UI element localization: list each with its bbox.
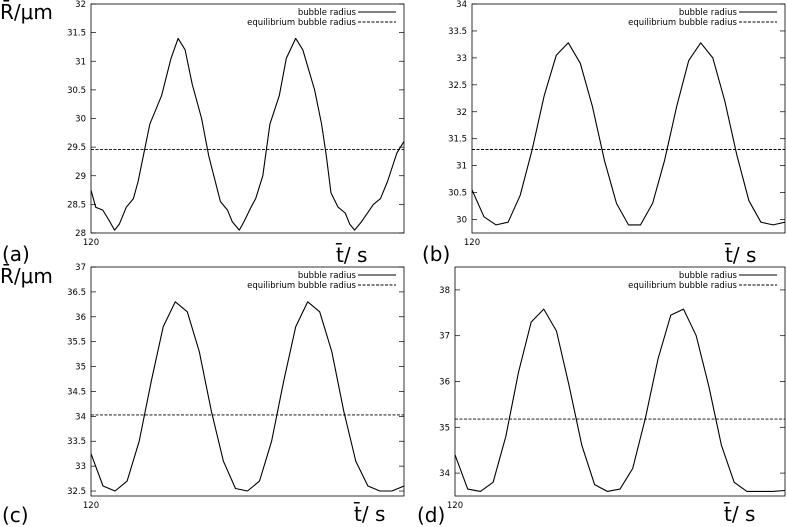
panel-label: (c) (2, 503, 29, 527)
x-axis-label: t̄/ s (724, 501, 756, 526)
panel-label: (d) (417, 503, 445, 527)
bubble-radius-line (472, 42, 785, 226)
y-tick-label: 30 (75, 115, 86, 125)
x-tick-label: 120 (83, 501, 99, 511)
y-tick-label: 30.5 (448, 189, 467, 199)
y-tick-label: 30.5 (67, 86, 86, 96)
plot-frame (90, 266, 405, 497)
chart-panel-4: 34 35 36 37 38 120(d) t̄/ s bubble radiusequili… (417, 266, 786, 527)
legend-label: equilibrium bubble radius (628, 281, 737, 291)
y-tick-label: 31.5 (448, 135, 467, 145)
y-tick-label: 35 (75, 363, 86, 373)
panel-label: (b) (422, 242, 450, 266)
legend-label: equilibrium bubble radius (247, 281, 356, 291)
legend-label: equilibrium bubble radius (247, 18, 356, 28)
y-tick-label: 36 (439, 378, 450, 388)
y-tick-label: 31.5 (67, 29, 86, 39)
y-tick-label: 32.5 (448, 81, 467, 91)
chart-panel-3: 32.5 33 33.5 34 34.5 35 35.5 36 36.5 37 120 (c) t̄/ … (0, 263, 405, 527)
y-tick-label: 33 (75, 462, 86, 472)
chart-panel-1: 28 28.5 29 29.5 30 30.5 31 31.5 32 120 (a) t̄/ s R̄/… (0, 0, 405, 267)
y-tick-label: 28 (75, 229, 86, 239)
y-axis-label: R̄/μm (0, 0, 53, 24)
plot-frame (471, 3, 786, 234)
y-tick-label: 32 (456, 108, 467, 118)
y-tick-label: 32.5 (67, 487, 86, 497)
bubble-radius-line (91, 37, 404, 231)
y-tick-label: 31 (75, 57, 86, 67)
legend-label: equilibrium bubble radius (628, 18, 737, 28)
y-axis-label: R̄/μm (0, 263, 53, 288)
x-axis-label: t̄/ s (725, 242, 757, 267)
x-tick-label: 120 (447, 501, 463, 511)
y-tick-label: 33 (456, 54, 467, 64)
y-tick-label: 30 (456, 216, 467, 226)
y-tick-label: 28.5 (67, 200, 86, 210)
y-tick-label: 34 (456, 0, 467, 10)
chart-panel-2: 30 30.5 31 31.5 32 32.5 33 33.5 34 120 (b) t̄/ s bub… (422, 0, 786, 267)
y-tick-label: 34 (439, 469, 450, 479)
y-tick-label: 32 (75, 0, 86, 10)
y-tick-label: 36 (75, 313, 86, 323)
x-axis-label: t̄/ s (354, 501, 386, 526)
y-tick-label: 34 (75, 412, 86, 422)
plot-frame (454, 266, 786, 497)
plot-frame (90, 3, 405, 234)
y-tick-label: 33.5 (67, 437, 86, 447)
y-tick-label: 37 (439, 332, 450, 342)
x-tick-label: 120 (83, 238, 99, 248)
y-tick-label: 29.5 (67, 143, 86, 153)
y-tick-label: 31 (456, 162, 467, 172)
legend-label: bubble radius (679, 271, 738, 281)
y-tick-label: 35.5 (67, 338, 86, 348)
legend-label: bubble radius (298, 8, 357, 18)
legend-label: bubble radius (298, 271, 357, 281)
x-tick-label: 120 (464, 238, 480, 248)
y-tick-label: 37 (75, 263, 86, 273)
panel-label: (a) (2, 242, 30, 266)
bubble-radius-line (91, 301, 404, 492)
y-tick-label: 33.5 (448, 27, 467, 37)
y-tick-label: 35 (439, 423, 450, 433)
y-tick-label: 38 (439, 286, 450, 296)
y-tick-label: 36.5 (67, 288, 86, 298)
x-axis-label: t̄/ s (336, 242, 368, 267)
y-tick-label: 34.5 (67, 387, 86, 397)
legend-label: bubble radius (679, 8, 738, 18)
bubble-radius-line (455, 308, 785, 492)
y-tick-label: 29 (75, 172, 86, 182)
